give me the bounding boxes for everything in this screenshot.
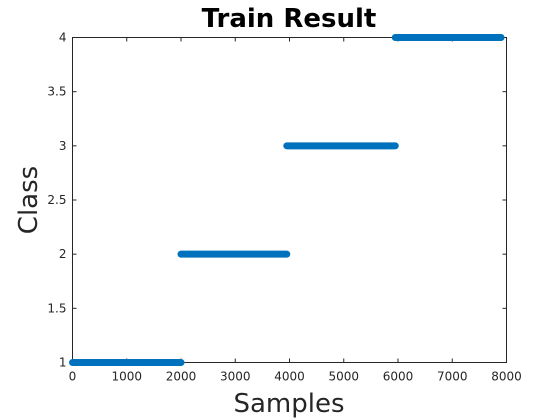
y-tick-label: 3	[59, 139, 67, 153]
x-tick-label: 1000	[111, 370, 142, 384]
y-axis-label: Class	[14, 166, 44, 234]
y-tick-label: 2	[59, 247, 67, 261]
x-tick-label: 7000	[437, 370, 468, 384]
data-marks	[69, 34, 505, 366]
chart-title: Train Result	[202, 4, 377, 34]
x-tick-label: 5000	[328, 370, 359, 384]
x-tick-label: 8000	[491, 370, 522, 384]
y-tick-label: 4	[59, 31, 67, 45]
plot-area	[72, 37, 507, 363]
y-axis: 1 1.5 2 2.5 3 3.5 4	[47, 31, 507, 370]
x-tick-label: 3000	[220, 370, 251, 384]
y-tick-label: 1.5	[47, 301, 66, 315]
x-tick-label: 0	[69, 370, 77, 384]
x-axis: 0 1000 2000 3000 4000 5000 6000 7000 8000	[69, 37, 522, 384]
plot-frame	[72, 37, 507, 363]
y-tick-label: 1	[59, 356, 67, 370]
x-tick-label: 6000	[383, 370, 414, 384]
y-tick-label: 2.5	[47, 193, 66, 207]
x-axis-label: Samples	[233, 389, 344, 419]
y-tick-label: 3.5	[47, 85, 66, 99]
x-tick-label: 4000	[274, 370, 305, 384]
x-tick-label: 2000	[166, 370, 197, 384]
